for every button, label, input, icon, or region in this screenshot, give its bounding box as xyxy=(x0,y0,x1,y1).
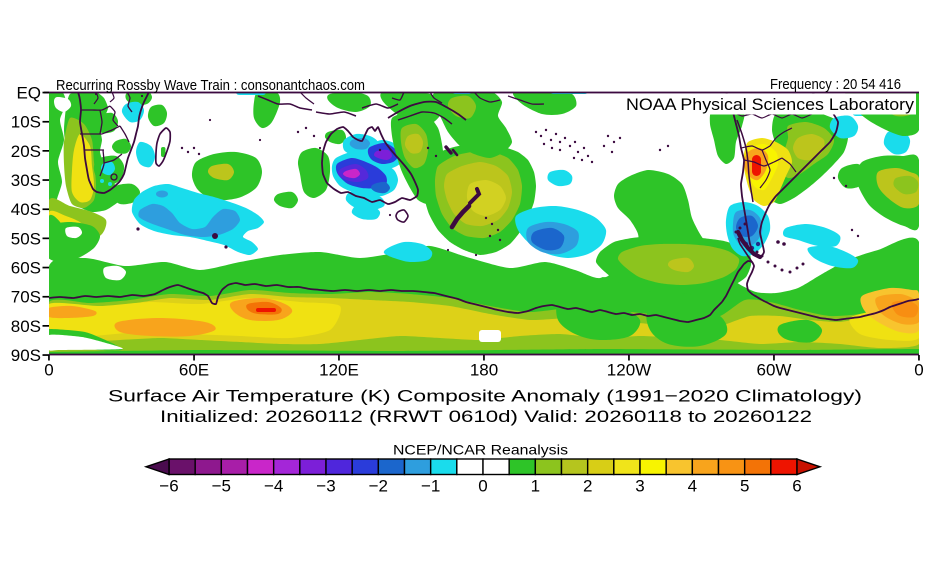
svg-text:−2: −2 xyxy=(369,477,388,496)
svg-text:2: 2 xyxy=(583,477,592,496)
svg-text:NCEP/NCAR Reanalysis: NCEP/NCAR Reanalysis xyxy=(393,442,568,458)
svg-text:5: 5 xyxy=(740,477,749,496)
svg-text:40S: 40S xyxy=(11,200,41,219)
svg-text:EQ: EQ xyxy=(16,84,41,103)
svg-text:60S: 60S xyxy=(11,259,41,278)
svg-text:−4: −4 xyxy=(264,477,283,496)
svg-text:80S: 80S xyxy=(11,317,41,336)
svg-text:60W: 60W xyxy=(757,361,792,380)
svg-text:0: 0 xyxy=(914,361,923,380)
svg-text:−3: −3 xyxy=(316,477,335,496)
svg-text:NOAA Physical Sciences Laborat: NOAA Physical Sciences Laboratory xyxy=(626,96,915,114)
svg-text:−1: −1 xyxy=(421,477,440,496)
svg-text:120E: 120E xyxy=(319,361,359,380)
svg-text:0: 0 xyxy=(44,361,53,380)
svg-text:−5: −5 xyxy=(212,477,231,496)
svg-text:60E: 60E xyxy=(179,361,209,380)
svg-text:−6: −6 xyxy=(159,477,178,496)
svg-text:0: 0 xyxy=(478,477,487,496)
svg-text:Recurring Rossby Wave Train :: Recurring Rossby Wave Train : consonantc… xyxy=(56,78,365,94)
svg-text:10S: 10S xyxy=(11,113,41,132)
svg-text:90S: 90S xyxy=(11,346,41,365)
svg-text:120W: 120W xyxy=(607,361,651,380)
svg-text:30S: 30S xyxy=(11,171,41,190)
svg-text:1: 1 xyxy=(531,477,540,496)
svg-text:50S: 50S xyxy=(11,229,41,248)
svg-text:20S: 20S xyxy=(11,142,41,161)
svg-text:180: 180 xyxy=(470,361,498,380)
svg-text:70S: 70S xyxy=(11,288,41,307)
svg-text:Frequency : 20 54 416: Frequency : 20 54 416 xyxy=(770,77,901,93)
svg-text:4: 4 xyxy=(688,477,697,496)
svg-text:Surface Air Temperature (K) Co: Surface Air Temperature (K) Composite An… xyxy=(108,387,862,406)
svg-text:6: 6 xyxy=(792,477,801,496)
svg-text:Initialized: 20260112 (RRWT 06: Initialized: 20260112 (RRWT 0610d) Valid… xyxy=(160,407,812,426)
svg-text:3: 3 xyxy=(635,477,644,496)
